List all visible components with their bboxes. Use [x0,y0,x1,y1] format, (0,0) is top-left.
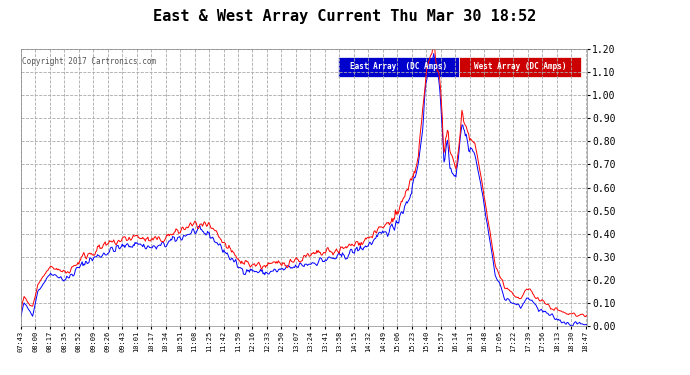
Text: East & West Array Current Thu Mar 30 18:52: East & West Array Current Thu Mar 30 18:… [153,9,537,24]
Text: East Array  (DC Amps): East Array (DC Amps) [350,62,447,71]
FancyBboxPatch shape [460,57,581,76]
Text: West Array (DC Amps): West Array (DC Amps) [474,62,566,71]
FancyBboxPatch shape [337,57,460,76]
Text: Copyright 2017 Cartronics.com: Copyright 2017 Cartronics.com [22,57,156,66]
